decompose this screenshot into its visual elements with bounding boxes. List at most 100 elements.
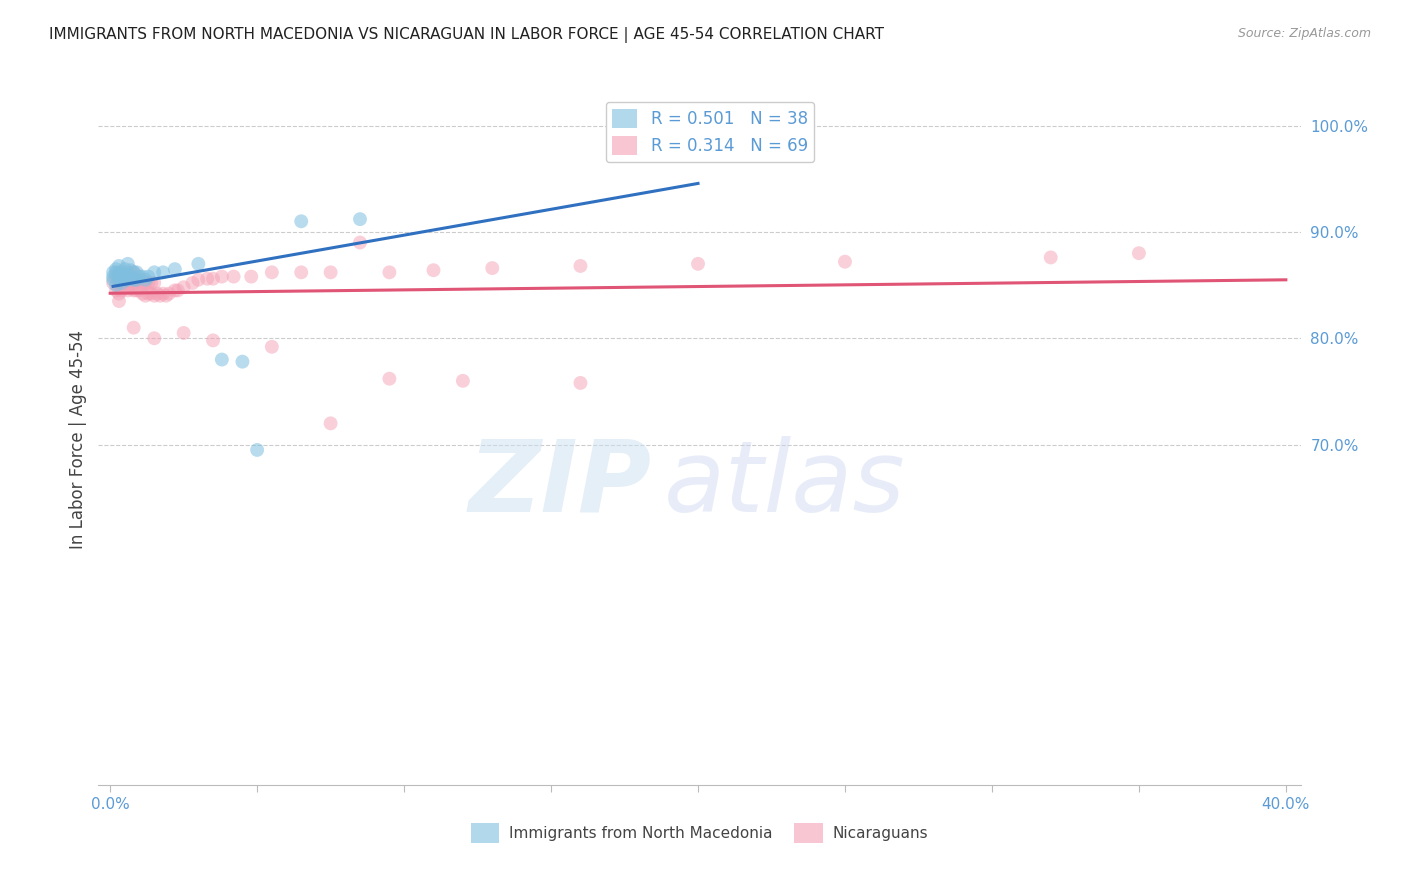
Point [120,263,142,277]
Point [117,273,139,287]
Point [128,269,150,284]
Point [1128,246,1150,260]
Point [114,262,136,277]
Y-axis label: In Labor Force | Age 45-54: In Labor Force | Age 45-54 [69,330,87,549]
Point [166,284,188,298]
Point [131,286,153,301]
Point [117,265,139,279]
Point [108,273,131,287]
Point [101,269,124,284]
Point [101,273,124,287]
Point [125,273,148,287]
Point [108,268,131,282]
Text: atlas: atlas [664,436,905,533]
Point [451,374,474,388]
Point [202,271,225,285]
Point [108,286,131,301]
Point [111,265,134,279]
Point [138,276,160,290]
Point [152,265,174,279]
Point [105,269,128,284]
Point [686,119,709,133]
Point [105,284,128,298]
Point [149,289,172,303]
Point [290,214,312,228]
Point [122,320,145,334]
Point [834,254,856,268]
Point [181,276,204,290]
Point [187,273,209,287]
Point [114,280,136,294]
Point [120,271,142,285]
Point [122,265,145,279]
Point [131,276,153,290]
Point [157,286,180,301]
Point [105,262,128,277]
Point [111,273,134,287]
Point [422,263,444,277]
Point [569,259,592,273]
Point [120,280,142,294]
Point [195,271,218,285]
Point [114,268,136,282]
Point [120,269,142,284]
Text: Source: ZipAtlas.com: Source: ZipAtlas.com [1237,27,1371,40]
Point [260,340,283,354]
Point [114,269,136,284]
Point [111,284,134,298]
Text: Nicaraguans: Nicaraguans [832,826,928,840]
Point [141,286,163,301]
Point [260,265,283,279]
Point [138,269,160,284]
Point [163,262,186,277]
Point [319,265,342,279]
Point [686,257,709,271]
Point [187,257,209,271]
Point [125,273,148,287]
Point [146,286,169,301]
Point [202,334,225,348]
Point [138,286,160,301]
Legend: R = 0.501   N = 38, R = 0.314   N = 69: R = 0.501 N = 38, R = 0.314 N = 69 [606,102,814,162]
Point [114,273,136,287]
Point [349,212,371,227]
Point [319,417,342,431]
Point [134,273,156,287]
Point [211,269,233,284]
Point [128,273,150,287]
Text: IMMIGRANTS FROM NORTH MACEDONIA VS NICARAGUAN IN LABOR FORCE | AGE 45-54 CORRELA: IMMIGRANTS FROM NORTH MACEDONIA VS NICAR… [49,27,884,43]
Point [101,265,124,279]
Point [111,276,134,290]
Point [1039,251,1062,265]
Point [378,372,401,386]
Point [378,265,401,279]
Point [108,293,131,308]
Point [134,289,156,303]
Point [163,284,186,298]
Point [211,352,233,367]
Point [231,354,253,368]
Point [105,278,128,293]
Point [134,276,156,290]
Text: Immigrants from North Macedonia: Immigrants from North Macedonia [509,826,772,840]
Point [143,331,166,345]
Text: ZIP: ZIP [468,436,651,533]
Point [117,268,139,282]
Point [143,276,166,290]
Point [108,273,131,287]
Point [108,265,131,279]
Point [108,259,131,273]
Point [128,284,150,298]
Point [143,265,166,279]
Point [155,289,177,303]
Point [117,276,139,290]
Point [122,273,145,287]
Point [101,276,124,290]
Point [122,265,145,279]
Point [173,326,195,340]
Point [117,284,139,298]
Point [111,269,134,284]
Point [131,269,153,284]
Point [125,265,148,279]
Point [569,376,592,390]
